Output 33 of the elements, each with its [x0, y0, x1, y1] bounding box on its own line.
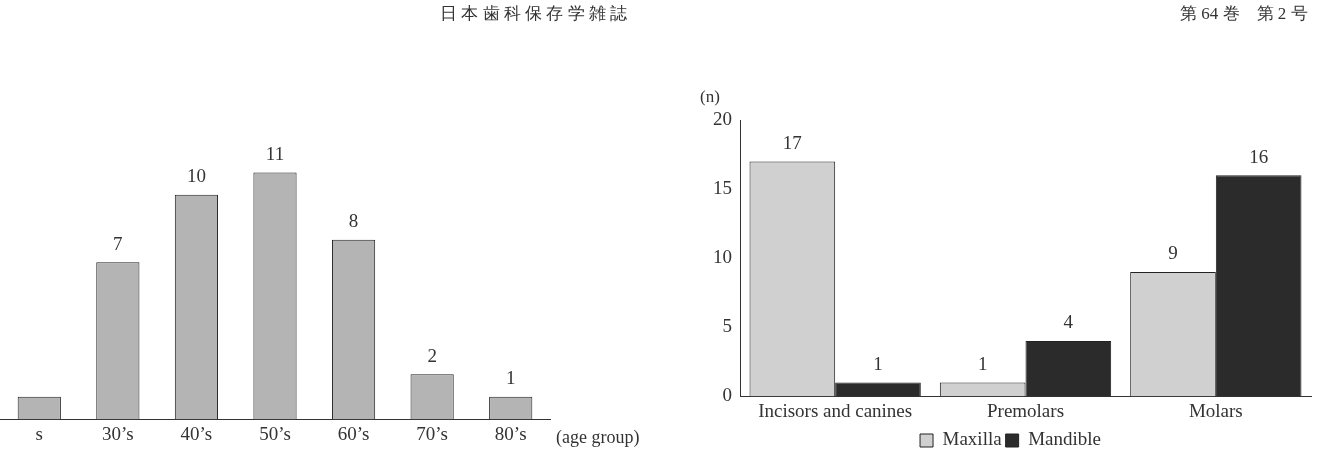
x-tick-label: Premolars [986, 399, 1065, 421]
data-label: 4 [1063, 311, 1074, 333]
data-label: 10 [186, 165, 206, 187]
data-label: 1 [977, 352, 988, 374]
data-label: 1 [873, 352, 883, 374]
x-tick-label: 50’s [259, 422, 291, 444]
x-tick-label: 30’s [102, 422, 134, 444]
y-tick-label: 10 [713, 246, 732, 268]
x-tick-label: 80’s [494, 422, 527, 444]
y-tick-label: 5 [722, 315, 732, 337]
y-tick-label: 0 [722, 384, 732, 406]
x-axis-title: (age group) [556, 426, 640, 448]
data-label: 16 [1249, 145, 1269, 167]
x-tick-label: 40’s [180, 422, 213, 444]
legend-label: Maxilla [942, 428, 1003, 450]
y-tick-label: 15 [713, 177, 732, 199]
x-tick-label: Molars [1188, 399, 1243, 421]
y-axis-title: (n) [700, 86, 720, 106]
x-tick-label: s [35, 422, 43, 444]
data-label: 1 [505, 367, 516, 389]
data-label: 7 [113, 232, 123, 254]
text: 日 本 歯 科 保 存 学 雑 誌 [440, 3, 627, 25]
data-label: 9 [1168, 242, 1178, 264]
data-label: 11 [265, 142, 285, 164]
x-tick-label: 70’s [416, 422, 448, 444]
y-tick-label: 20 [713, 107, 732, 129]
x-tick-label: 60’s [337, 422, 370, 444]
data-label: 17 [782, 131, 802, 153]
data-label: 8 [348, 210, 359, 232]
text: 第 64 巻 第 2 号 [1180, 3, 1308, 25]
data-label: 2 [427, 344, 437, 366]
legend-label: Mandible [1028, 428, 1101, 450]
x-tick-label: Incisors and canines [758, 399, 913, 421]
